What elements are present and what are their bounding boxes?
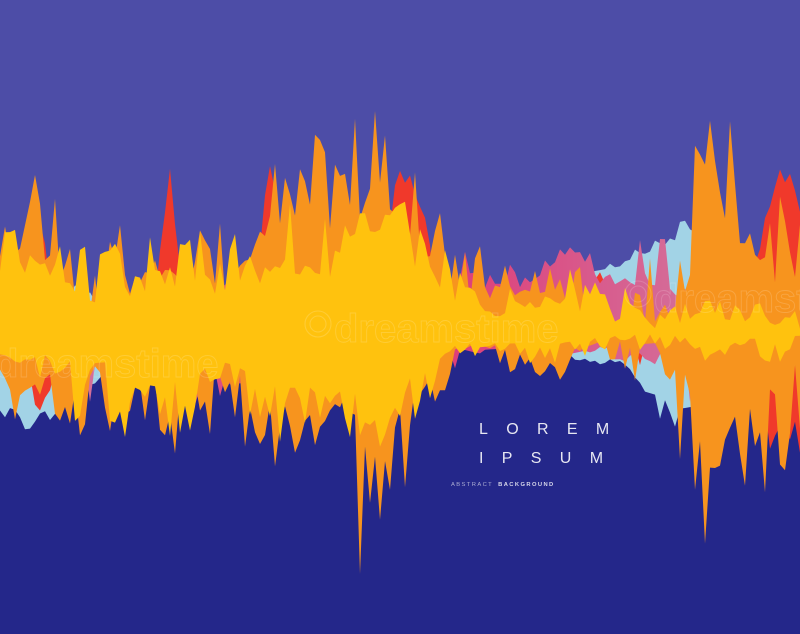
svg-text:dreamstime: dreamstime xyxy=(654,277,800,321)
svg-text:dreamstime: dreamstime xyxy=(334,307,559,351)
svg-text:dreamstime: dreamstime xyxy=(0,342,219,386)
